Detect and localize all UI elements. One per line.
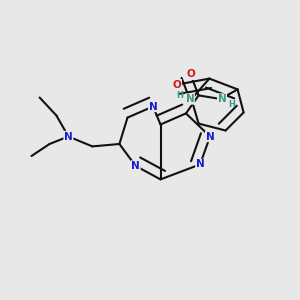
Text: N: N <box>196 159 205 170</box>
Text: N: N <box>206 131 214 142</box>
Text: N: N <box>148 101 158 112</box>
Text: N: N <box>131 161 140 171</box>
Text: N: N <box>64 131 73 142</box>
Text: H: H <box>228 100 235 109</box>
Text: N: N <box>185 94 194 104</box>
Text: H: H <box>176 91 183 100</box>
Text: O: O <box>172 80 182 90</box>
Text: O: O <box>186 69 195 80</box>
Text: N: N <box>218 94 226 104</box>
